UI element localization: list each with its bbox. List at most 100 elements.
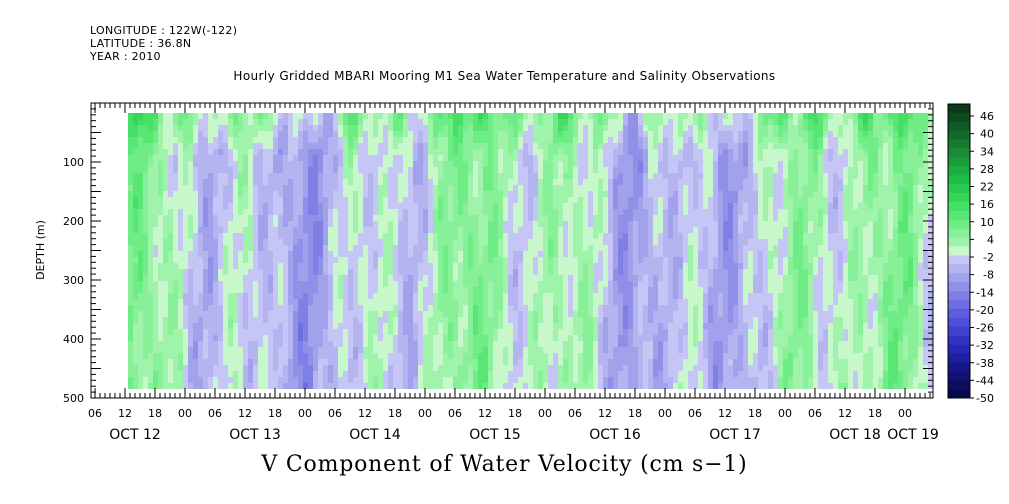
x-hour-tick-label: 18 [508,407,522,420]
colorbar-label: -32 [976,339,994,352]
colorbar-swatch [948,264,970,274]
x-day-label: OCT 13 [229,427,281,443]
x-hour-tick-label: 06 [688,407,702,420]
x-hour-tick-label: 18 [388,407,402,420]
colorbar-swatch [948,166,970,176]
x-hour-tick-label: 12 [358,407,372,420]
colorbar-swatch [948,335,970,345]
colorbar-swatch [948,157,970,167]
y-axis-label: DEPTH (m) [34,220,47,280]
x-day-label: OCT 17 [709,427,761,443]
colorbar-swatch [948,353,970,363]
colorbar-swatch [948,121,970,132]
x-hour-tick-label: 12 [838,407,852,420]
x-hour-tick-label: 12 [718,407,732,420]
colorbar-label: -50 [976,392,994,405]
colorbar-swatch [948,202,970,212]
colorbar-swatch [948,104,970,114]
x-hour-tick-label: 06 [88,407,102,420]
y-tick-label: 500 [63,392,84,405]
x-hour-tick-label: 00 [418,407,432,420]
colorbar-label: 46 [980,110,994,123]
colorbar-swatch [948,255,970,265]
colorbar-swatch [948,130,970,140]
x-hour-tick-label: 18 [148,407,162,420]
colorbar-label: 34 [980,145,994,158]
x-hour-tick-label: 12 [118,407,132,420]
x-hour-tick-label: 06 [448,407,462,420]
colorbar-swatch [948,273,970,283]
x-hour-tick-label: 12 [478,407,492,420]
colorbar-label: 16 [980,198,994,211]
colorbar-swatch [948,326,970,336]
y-tick-label: 400 [63,333,84,346]
y-tick-label: 100 [63,156,84,169]
colorbar-label: 28 [980,163,994,176]
colorbar-label: 22 [980,181,994,194]
x-hour-tick-label: 18 [628,407,642,420]
colorbar-swatch [948,193,970,203]
year-label: YEAR : 2010 [90,50,161,63]
longitude-label: LONGITUDE : 122W(-122) [90,24,238,37]
colorbar-swatch [948,112,970,123]
colorbar-swatch [948,219,970,230]
x-day-label: OCT 12 [109,427,161,443]
colorbar-label: 4 [987,233,994,246]
colorbar-label: 40 [980,128,994,141]
latitude-label: LATITUDE : 36.8N [90,37,192,50]
colorbar-label: -20 [976,304,994,317]
colorbar-label: -14 [976,286,994,299]
x-day-label: OCT 14 [349,427,401,443]
x-hour-tick-label: 00 [898,407,912,420]
y-tick-label: 200 [63,215,84,228]
colorbar-swatch [948,308,970,319]
colorbar-label: -2 [983,251,994,264]
colorbar-swatch [948,175,970,185]
colorbar-swatch [948,389,970,399]
x-hour-tick-label: 00 [778,407,792,420]
x-hour-tick-label: 12 [598,407,612,420]
colorbar-swatch [948,282,970,292]
colorbar-swatch [948,210,970,221]
colorbar-swatch [948,344,970,354]
colorbar-swatch [948,291,970,301]
x-day-label: OCT 15 [469,427,521,443]
chart-title: Hourly Gridded MBARI Mooring M1 Sea Wate… [233,69,776,83]
x-day-label: OCT 18 [829,427,881,443]
x-hour-tick-label: 18 [748,407,762,420]
colorbar-swatch [948,371,970,381]
colorbar-swatch [948,148,970,158]
chart-subtitle: V Component of Water Velocity (cm s−1) [261,452,748,477]
x-hour-tick-label: 00 [538,407,552,420]
x-hour-tick-label: 18 [868,407,882,420]
x-hour-tick-label: 18 [268,407,282,420]
colorbar-frame [947,103,971,399]
x-hour-tick-label: 00 [178,407,192,420]
y-tick-label: 300 [63,274,84,287]
colorbar-swatch [948,317,970,328]
colorbar-swatch [948,300,970,310]
x-day-label: OCT 19 [887,427,939,443]
x-hour-tick-label: 00 [298,407,312,420]
x-hour-tick-label: 06 [328,407,342,420]
colorbar-swatch [948,380,970,390]
colorbar-swatch [948,246,970,256]
colorbar-swatch [948,237,970,247]
colorbar-label: -8 [983,269,994,282]
x-day-label: OCT 16 [589,427,641,443]
colorbar-label: -38 [976,357,994,370]
colorbar-label: 10 [980,216,994,229]
colorbar-swatch [948,184,970,194]
colorbar-swatch [948,362,970,372]
x-hour-tick-label: 06 [208,407,222,420]
colorbar-swatch [948,228,970,238]
heatmap-field [128,113,933,389]
x-hour-tick-label: 12 [238,407,252,420]
colorbar-swatch [948,139,970,149]
colorbar-label: -44 [976,374,994,387]
x-hour-tick-label: 06 [808,407,822,420]
colorbar-label: -26 [976,322,994,335]
x-hour-tick-label: 06 [568,407,582,420]
x-hour-tick-label: 00 [658,407,672,420]
